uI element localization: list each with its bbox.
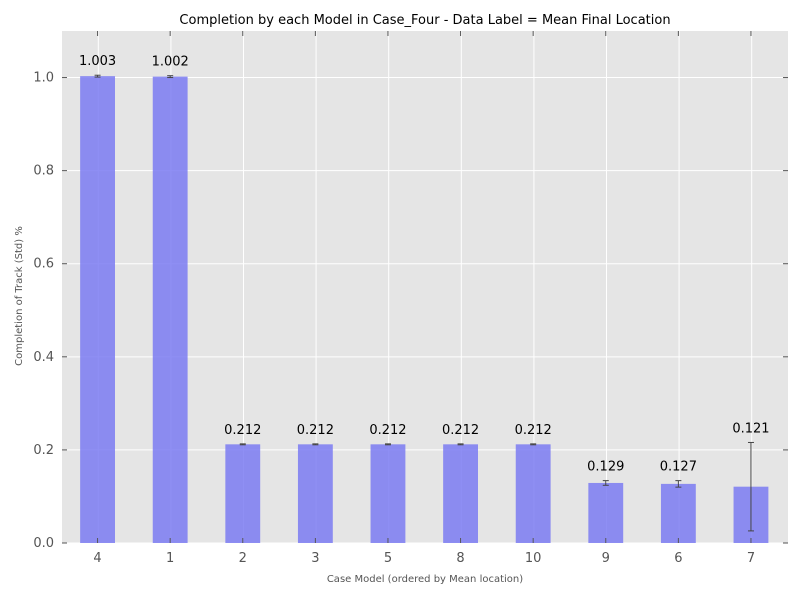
x-tick-label: 3 xyxy=(311,551,319,566)
data-label-8: 0.212 xyxy=(442,423,479,438)
bar-8 xyxy=(443,444,478,543)
y-axis-label: Completion of Track (Std) % xyxy=(14,226,25,366)
x-tick-label: 5 xyxy=(384,551,392,566)
data-labels: 1.003 1.002 0.212 0.212 0.212 0.212 0.212 0.129… xyxy=(79,54,770,474)
bar-1 xyxy=(152,76,188,543)
data-label-6: 0.127 xyxy=(660,460,697,475)
x-tick-label: 4 xyxy=(93,551,101,566)
bar-10 xyxy=(515,444,551,543)
bars xyxy=(80,76,769,543)
error-bars xyxy=(94,74,754,532)
x-tick-label: 7 xyxy=(747,551,755,566)
bar-5 xyxy=(370,444,406,543)
x-tick-label: 8 xyxy=(456,551,464,566)
x-axis-ticks: 4 1 2 3 5 8 10 9 6 7 xyxy=(93,31,755,566)
x-tick-label: 9 xyxy=(602,551,610,566)
data-label-10: 0.212 xyxy=(515,423,552,438)
x-tick-label: 1 xyxy=(166,551,174,566)
y-axis-ticks: 0.0 0.2 0.4 0.6 0.8 1.0 xyxy=(33,71,788,551)
y-tick-label: 0.8 xyxy=(33,164,54,179)
y-tick-label: 0.2 xyxy=(33,443,54,458)
y-tick-label: 0.6 xyxy=(33,257,54,272)
x-tick-label: 10 xyxy=(525,551,542,566)
data-label-5: 0.212 xyxy=(369,423,406,438)
data-label-7: 0.121 xyxy=(732,421,769,436)
data-label-2: 0.212 xyxy=(224,423,261,438)
chart-title: Completion by each Model in Case_Four - … xyxy=(179,13,670,28)
data-label-4: 1.003 xyxy=(79,54,116,69)
x-axis-label: Case Model (ordered by Mean location) xyxy=(327,574,523,585)
bar-2 xyxy=(225,444,261,543)
x-tick-label: 6 xyxy=(674,551,682,566)
bar-4 xyxy=(80,76,115,543)
data-label-9: 0.129 xyxy=(587,460,624,475)
x-tick-label: 2 xyxy=(239,551,247,566)
y-tick-label: 0.4 xyxy=(33,350,54,365)
y-tick-label: 0.0 xyxy=(33,536,54,551)
bar-9 xyxy=(588,482,624,543)
data-label-1: 1.002 xyxy=(152,55,189,70)
bar-6 xyxy=(660,483,696,543)
bar-3 xyxy=(297,444,333,543)
y-tick-label: 1.0 xyxy=(33,71,54,86)
data-label-3: 0.212 xyxy=(297,423,334,438)
